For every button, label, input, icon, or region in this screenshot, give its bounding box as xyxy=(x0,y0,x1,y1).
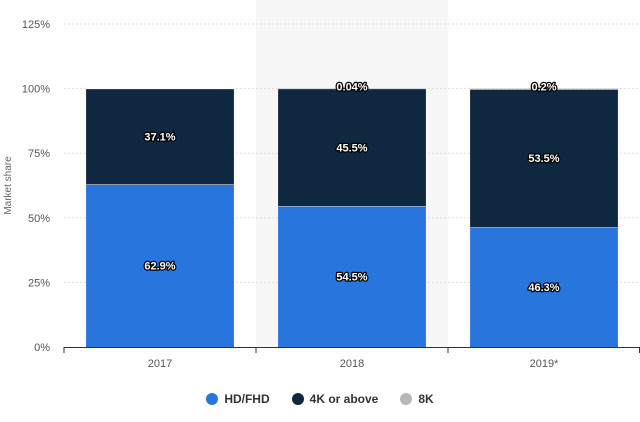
bar-4k-or-above-2018[interactable] xyxy=(278,88,426,207)
x-tick-label: 2018 xyxy=(340,358,364,370)
y-axis-label: Market share xyxy=(3,156,14,215)
y-tick-label: 125% xyxy=(22,19,50,31)
legend-label-hd-fhd: HD/FHD xyxy=(224,392,270,406)
legend-item-4k[interactable]: 4K or above xyxy=(291,392,379,406)
y-tick-label: 100% xyxy=(22,84,50,96)
bar-hd-fhd-2018[interactable] xyxy=(278,206,426,347)
data-label-8k-2019: 0.2% xyxy=(531,82,556,94)
legend-dot-4k xyxy=(291,393,304,405)
bar-hd-fhd-2019[interactable] xyxy=(470,227,618,347)
data-label-4k-or-above-2018: 45.5% xyxy=(336,142,367,154)
bar-8k-2019[interactable] xyxy=(470,88,618,90)
y-axis-ticks: 0% 25% 50% 75% 100% 125% xyxy=(22,19,50,354)
bars xyxy=(86,88,618,347)
legend-dot-hd-fhd xyxy=(206,393,219,405)
y-tick-label: 25% xyxy=(28,277,50,289)
bar-hd-fhd-2017[interactable] xyxy=(86,184,234,347)
y-tick-label: 75% xyxy=(28,148,50,160)
x-tick-label: 2017 xyxy=(148,358,172,370)
legend-label-8k: 8K xyxy=(418,392,434,406)
data-label-hd-fhd-2018: 54.5% xyxy=(336,272,367,284)
x-tick-label: 2019* xyxy=(530,358,559,370)
bar-8k-2018[interactable] xyxy=(278,88,426,89)
legend-label-4k: 4K or above xyxy=(309,392,379,406)
data-label-8k-2018: 0.04% xyxy=(336,81,367,93)
y-tick-label: 0% xyxy=(34,342,50,354)
stacked-bar-chart: 0%25%50%75%100%125% Market share 2017 201… xyxy=(3,19,640,370)
data-labels: 62.9% 37.1% 54.5% 45.5% 0.04% 46.3% 53.5% 0.2% xyxy=(143,80,561,295)
legend-item-hd-fhd[interactable]: HD/FHD xyxy=(206,392,270,406)
y-tick-label: 50% xyxy=(28,213,50,225)
legend: HD/FHD 4K or above 8K xyxy=(0,392,640,406)
legend-dot-8k xyxy=(400,393,413,405)
x-axis-ticks: 2017 2018 2019* xyxy=(63,347,640,370)
data-label-4k-or-above-2019: 53.5% xyxy=(528,153,559,165)
data-label-hd-fhd-2017: 62.9% xyxy=(144,261,175,273)
legend-item-8k[interactable]: 8K xyxy=(400,392,434,406)
data-label-hd-fhd-2019: 46.3% xyxy=(528,282,559,294)
bar-4k-or-above-2019[interactable] xyxy=(470,89,618,228)
data-label-4k-or-above-2017: 37.1% xyxy=(144,132,175,144)
bar-4k-or-above-2017[interactable] xyxy=(86,88,234,185)
